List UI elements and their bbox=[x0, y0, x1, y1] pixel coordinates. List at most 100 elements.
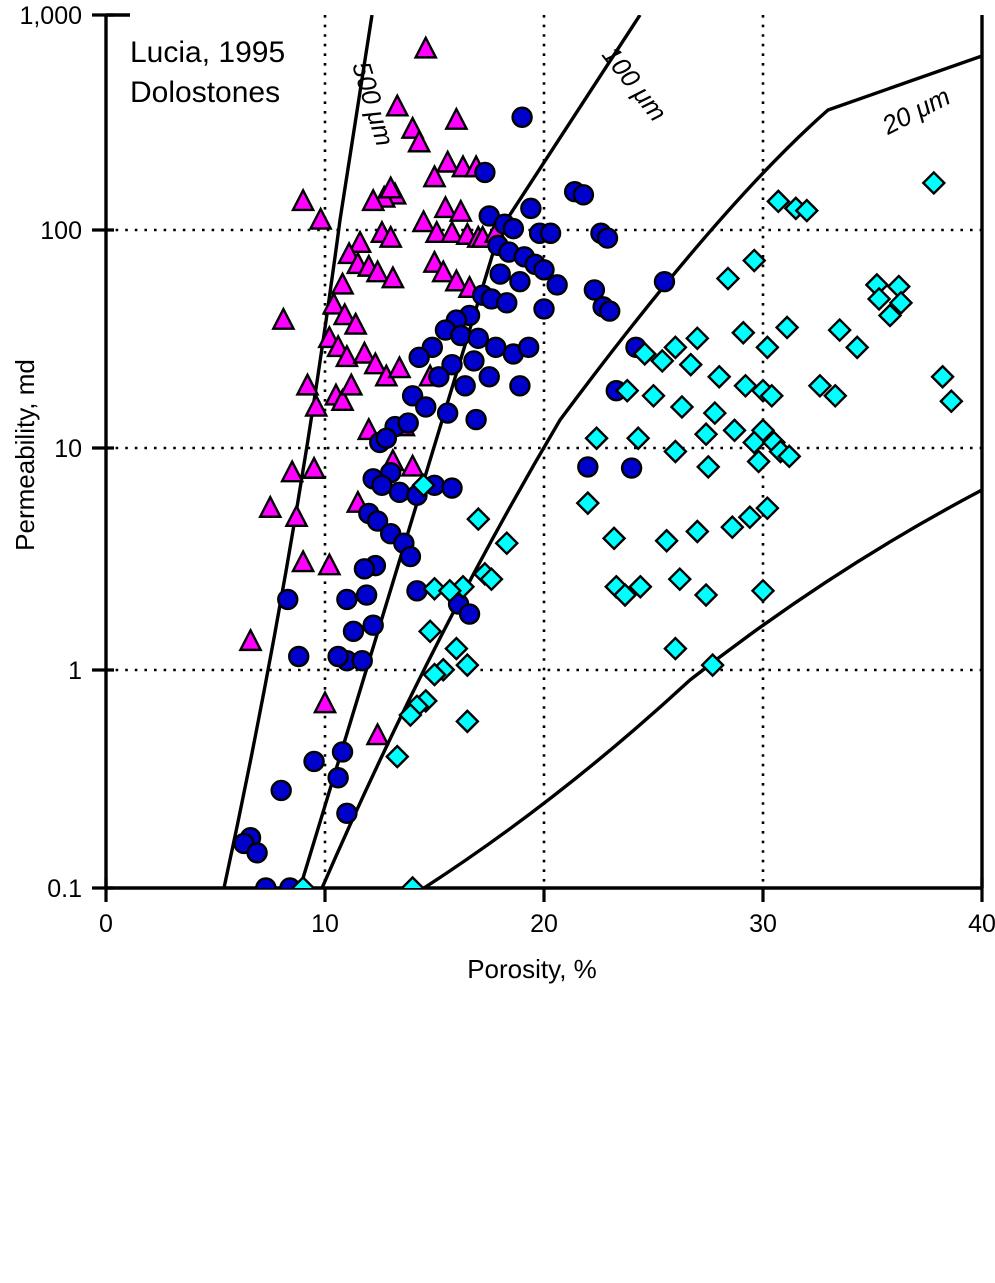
data-point-triangle bbox=[339, 372, 364, 396]
data-point-diamond bbox=[612, 582, 638, 608]
x-tick-label: 0 bbox=[99, 910, 113, 938]
data-point-diamond bbox=[411, 473, 436, 498]
data-point-diamond bbox=[398, 702, 423, 728]
y-tick-label: 1 bbox=[68, 657, 82, 685]
data-point-triangle bbox=[291, 187, 316, 212]
data-point-triangle bbox=[330, 271, 355, 295]
data-point-diamond bbox=[823, 383, 848, 408]
data-point-circle bbox=[572, 184, 595, 206]
data-point-circle bbox=[539, 222, 562, 244]
data-point-diamond bbox=[731, 320, 756, 345]
data-point-diamond bbox=[755, 495, 780, 521]
data-markers bbox=[233, 35, 964, 888]
x-tick-label: 20 bbox=[530, 910, 558, 938]
data-point-diamond bbox=[290, 875, 316, 888]
data-point-circle bbox=[463, 350, 485, 372]
data-point-triangle bbox=[308, 206, 333, 230]
data-point-circle bbox=[397, 412, 419, 434]
data-point-circle bbox=[467, 327, 489, 350]
data-point-circle bbox=[375, 427, 398, 449]
data-point-triangle bbox=[343, 311, 368, 335]
data-point-circle bbox=[509, 270, 531, 293]
data-point-circle bbox=[336, 588, 358, 611]
y-axis-title: Permeability, md bbox=[10, 359, 40, 551]
data-point-triangle bbox=[424, 219, 449, 244]
data-point-diamond bbox=[777, 444, 802, 469]
data-point-triangle bbox=[334, 343, 359, 368]
data-point-circle bbox=[489, 263, 511, 285]
data-point-diamond bbox=[696, 454, 721, 480]
data-point-circle bbox=[653, 270, 676, 293]
data-point-triangle bbox=[238, 627, 263, 652]
data-point-triangle bbox=[400, 453, 425, 477]
x-tick-label: 10 bbox=[311, 910, 339, 938]
data-point-diamond bbox=[663, 335, 688, 360]
data-point-diamond bbox=[807, 373, 833, 398]
data-point-diamond bbox=[455, 652, 480, 678]
data-point-circle bbox=[596, 227, 619, 249]
data-point-diamond bbox=[422, 662, 447, 687]
data-point-circle bbox=[415, 396, 437, 418]
data-point-triangle bbox=[301, 455, 327, 479]
data-point-diamond bbox=[584, 426, 609, 451]
data-point-diamond bbox=[455, 709, 480, 734]
data-point-diamond bbox=[715, 266, 741, 291]
data-point-diamond bbox=[742, 248, 767, 273]
data-point-triangle bbox=[444, 268, 469, 292]
data-point-triangle bbox=[312, 689, 338, 714]
y-tick-label: 100 bbox=[40, 217, 82, 245]
data-point-circle bbox=[533, 259, 555, 281]
data-point-triangle bbox=[411, 208, 436, 233]
data-point-circle bbox=[362, 614, 384, 636]
data-point-diamond bbox=[667, 566, 692, 592]
data-point-circle bbox=[509, 375, 531, 397]
data-point-circle bbox=[599, 300, 621, 322]
data-point-diamond bbox=[628, 574, 653, 599]
data-point-triangle bbox=[258, 494, 283, 518]
data-point-diamond bbox=[663, 439, 688, 464]
y-tick-label: 0.1 bbox=[47, 875, 82, 903]
curve-500um bbox=[222, 15, 374, 888]
data-point-diamond bbox=[737, 505, 763, 530]
data-point-triangle bbox=[431, 259, 456, 283]
data-point-triangle bbox=[378, 224, 403, 248]
data-point-diamond bbox=[921, 170, 947, 196]
data-point-circle bbox=[428, 366, 450, 388]
legend: Size of Dolomite Crystals fine medium la… bbox=[0, 1020, 995, 1283]
data-point-diamond bbox=[479, 566, 504, 592]
data-point-triangle bbox=[291, 548, 316, 573]
data-point-diamond bbox=[654, 528, 679, 553]
data-point-circle bbox=[511, 106, 533, 128]
data-point-triangle bbox=[352, 340, 377, 364]
data-point-diamond bbox=[615, 378, 640, 403]
data-point-triangle bbox=[433, 194, 458, 219]
data-point-circle bbox=[620, 457, 643, 479]
data-point-diamond bbox=[575, 490, 600, 516]
x-tick-label: 30 bbox=[749, 910, 777, 938]
data-point-circle bbox=[270, 779, 292, 802]
data-point-diamond bbox=[678, 352, 703, 377]
curve-lower-bound bbox=[423, 488, 982, 888]
y-tick-label: 1,000 bbox=[19, 2, 82, 30]
data-point-diamond bbox=[650, 348, 675, 374]
data-point-diamond bbox=[632, 341, 657, 367]
data-point-circle bbox=[441, 477, 463, 499]
data-point-triangle bbox=[271, 306, 296, 330]
data-point-circle bbox=[458, 603, 481, 625]
data-point-diamond bbox=[641, 383, 666, 408]
data-point-diamond bbox=[669, 394, 695, 420]
data-point-diamond bbox=[766, 189, 791, 214]
data-point-triangle bbox=[330, 387, 355, 411]
plot-annotation-line1: Lucia, 1995 bbox=[130, 36, 285, 69]
data-point-diamond bbox=[930, 364, 955, 389]
data-point-diamond bbox=[844, 335, 870, 360]
data-point-diamond bbox=[601, 526, 627, 551]
data-point-triangle bbox=[439, 219, 465, 244]
data-point-triangle bbox=[332, 301, 357, 326]
data-point-triangle bbox=[413, 35, 438, 59]
data-point-diamond bbox=[685, 519, 710, 544]
data-point-diamond bbox=[702, 400, 728, 426]
data-point-diamond bbox=[877, 303, 903, 328]
x-axis-title: Porosity, % bbox=[467, 954, 597, 984]
